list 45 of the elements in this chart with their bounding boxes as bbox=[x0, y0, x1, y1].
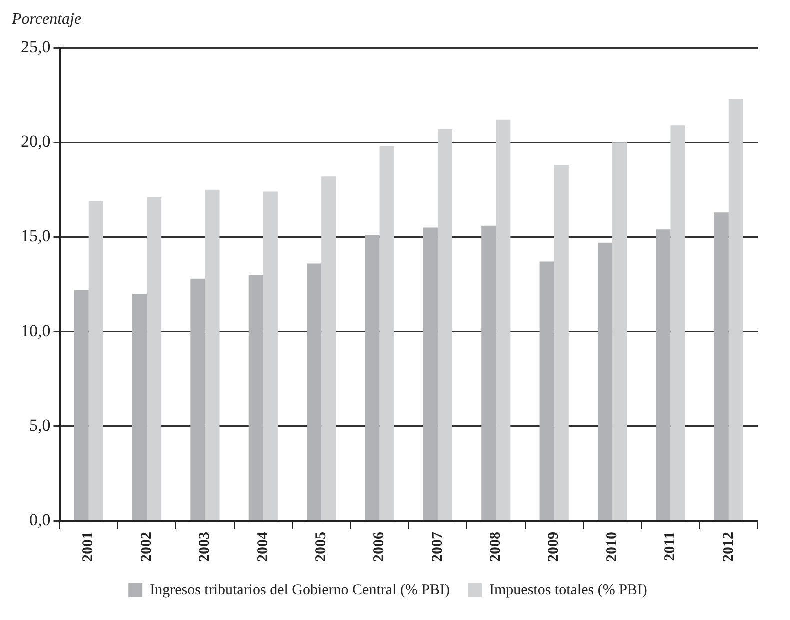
x-tick-label: 2001 bbox=[80, 532, 97, 562]
x-tick-label: 2012 bbox=[720, 532, 737, 562]
y-tick-label: 10,0 bbox=[21, 321, 51, 340]
bar bbox=[322, 176, 336, 520]
x-tick-label: 2011 bbox=[662, 532, 679, 562]
bar bbox=[670, 126, 686, 520]
legend-label: Impuestos totales (% PBI) bbox=[490, 582, 648, 598]
bar bbox=[423, 228, 438, 520]
bar bbox=[438, 129, 453, 520]
bar bbox=[190, 278, 206, 520]
bar bbox=[612, 142, 628, 520]
x-tick-label: 2010 bbox=[604, 532, 620, 562]
y-tick-label: 5,0 bbox=[30, 416, 51, 435]
y-tick-label: 0,0 bbox=[30, 510, 51, 530]
x-tick-label: 2002 bbox=[138, 532, 155, 562]
x-tick-label: 2005 bbox=[313, 532, 330, 562]
y-tick-label: 25,0 bbox=[21, 37, 51, 56]
y-tick-label: 15,0 bbox=[21, 226, 51, 246]
bar bbox=[728, 99, 744, 520]
x-tick-label: 2006 bbox=[372, 532, 388, 562]
bar bbox=[74, 290, 89, 520]
bar bbox=[365, 235, 380, 520]
y-tick-label: 20,0 bbox=[21, 132, 51, 152]
bar bbox=[714, 212, 729, 520]
bar bbox=[147, 197, 162, 520]
x-tick-label: 2009 bbox=[546, 532, 562, 562]
bar bbox=[132, 294, 148, 520]
bar bbox=[248, 275, 264, 520]
bar bbox=[496, 120, 511, 520]
bar bbox=[263, 192, 278, 520]
bar bbox=[482, 226, 496, 520]
bar bbox=[205, 190, 220, 520]
bar bbox=[307, 264, 322, 520]
bar bbox=[380, 146, 394, 520]
bar bbox=[554, 165, 569, 520]
bar bbox=[88, 201, 104, 520]
legend-label: Ingresos tributarios del Gobierno Central (% PBI) bbox=[150, 582, 450, 598]
y-axis-title: Porcentaje bbox=[11, 11, 82, 28]
x-tick-label: 2008 bbox=[488, 532, 504, 562]
bar bbox=[598, 242, 613, 520]
x-tick-label: 2007 bbox=[430, 532, 446, 562]
bar bbox=[656, 230, 671, 520]
x-tick-label: 2004 bbox=[255, 532, 272, 562]
x-tick-label: 2003 bbox=[197, 532, 214, 562]
bar bbox=[540, 262, 554, 520]
